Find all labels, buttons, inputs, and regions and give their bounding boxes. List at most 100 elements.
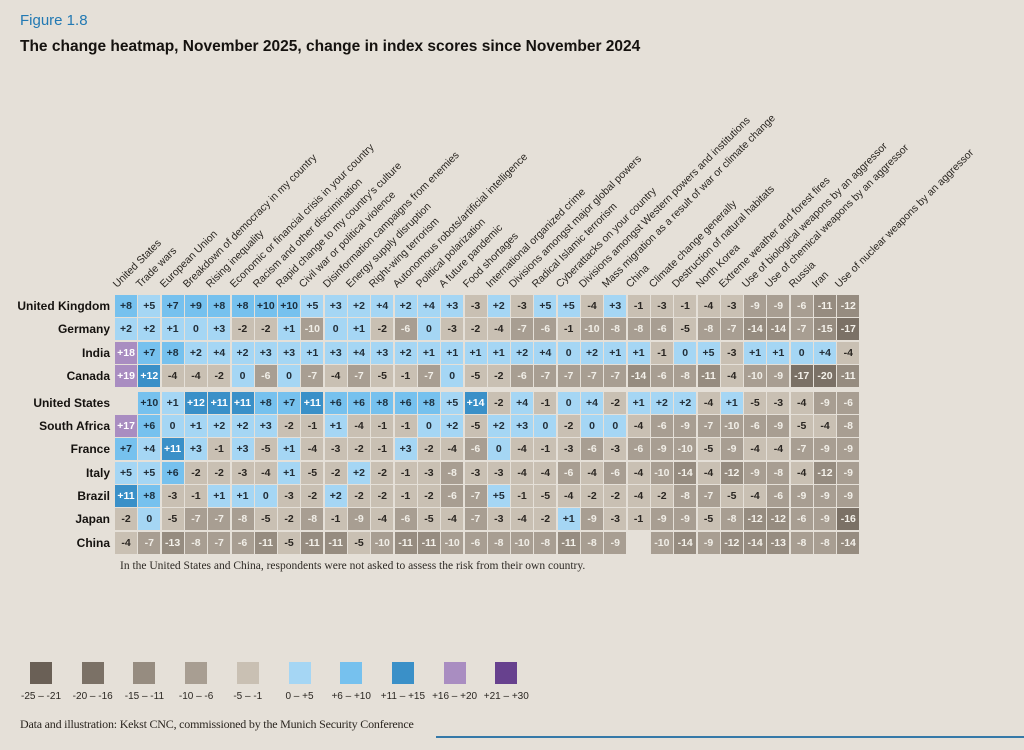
- heatmap-cell: -8: [814, 531, 836, 554]
- heatmap-cell: +5: [534, 295, 557, 317]
- heatmap-cell: -6: [534, 318, 557, 341]
- heatmap-cell: +6: [348, 391, 370, 414]
- heatmap-cell: -6: [254, 364, 277, 387]
- heatmap-cell: -9: [720, 438, 743, 461]
- heatmap-cell: +19: [115, 364, 137, 387]
- heatmap-cell: -7: [208, 531, 231, 554]
- heatmap-cell: -5: [254, 438, 277, 461]
- heatmap-cell: -9: [837, 438, 860, 461]
- heatmap-cell: -5: [278, 531, 301, 554]
- heatmap-cell: -2: [184, 461, 207, 484]
- heatmap-cell: -13: [161, 531, 184, 554]
- heatmap-cell: -8: [301, 508, 324, 531]
- heatmap-cell: -9: [604, 531, 627, 554]
- heatmap-cell: -4: [254, 461, 277, 484]
- heatmap-cell: +4: [371, 295, 394, 317]
- heatmap-cell: -7: [464, 484, 487, 507]
- heatmap-cell: -2: [278, 415, 301, 437]
- heatmap-cell: +1: [441, 341, 464, 364]
- heatmap-cell: -1: [371, 415, 394, 437]
- heatmap-cell: -5: [301, 461, 324, 484]
- heatmap-cell: -6: [581, 438, 603, 461]
- heatmap-cell: -2: [534, 508, 557, 531]
- legend-range-label: -20 – -16: [72, 691, 113, 702]
- heatmap-cell: +2: [231, 341, 254, 364]
- heatmap-cell: 0: [534, 415, 557, 437]
- heatmap-cell: -9: [814, 438, 836, 461]
- heatmap-cell: -14: [744, 318, 767, 341]
- heatmap-cell: -12: [720, 531, 743, 554]
- heatmap-cell: -3: [604, 508, 627, 531]
- heatmap-cell: -9: [767, 364, 790, 387]
- heatmap-cell: -13: [767, 531, 790, 554]
- heatmap-cell: -16: [837, 508, 860, 531]
- heatmap-cell: 0: [231, 364, 254, 387]
- legend-range-label: +11 – +15: [380, 691, 426, 702]
- heatmap-cell: +3: [441, 295, 464, 317]
- legend-range-label: 0 – +5: [285, 691, 314, 702]
- heatmap-cell: -5: [417, 508, 440, 531]
- heatmap-cell: -7: [301, 364, 324, 387]
- heatmap-cell: -2: [487, 364, 510, 387]
- heatmap-cell: 0: [557, 391, 580, 414]
- heatmap-cell: -7: [720, 318, 743, 341]
- heatmap-cell: -8: [534, 531, 557, 554]
- heatmap-cell: 0: [790, 341, 813, 364]
- heatmap-cell: -14: [627, 364, 650, 387]
- heatmap-cell: -2: [348, 438, 370, 461]
- heatmap-cell: 0: [604, 415, 627, 437]
- heatmap-cell: -5: [371, 364, 394, 387]
- legend-swatch: [340, 662, 363, 684]
- heatmap-cell: -4: [744, 484, 767, 507]
- heatmap-cell: +3: [231, 438, 254, 461]
- heatmap-cell: +4: [208, 341, 231, 364]
- heatmap-cell: +4: [417, 295, 440, 317]
- heatmap-cell: -1: [394, 364, 417, 387]
- heatmap-cell: -2: [650, 484, 673, 507]
- heatmap-cell: -4: [534, 461, 557, 484]
- heatmap-cell: -3: [464, 295, 487, 317]
- legend-swatch: [30, 662, 52, 684]
- heatmap-cell: -6: [837, 391, 860, 414]
- heatmap-cell: +2: [650, 391, 673, 414]
- heatmap-cell: 0: [184, 318, 207, 341]
- heatmap-cell: -11: [417, 531, 440, 554]
- heatmap-cell: -7: [581, 364, 603, 387]
- heatmap-cell: -8: [767, 461, 790, 484]
- heatmap-cell: -17: [837, 318, 860, 341]
- heatmap-cell: -9: [348, 508, 370, 531]
- heatmap-cell: -3: [417, 461, 440, 484]
- heatmap-cell: +4: [348, 341, 370, 364]
- heatmap-cell: +6: [394, 391, 417, 414]
- heatmap-cell: -2: [417, 438, 440, 461]
- heatmap-cell: +2: [208, 415, 231, 437]
- heatmap-cell: -4: [720, 364, 743, 387]
- heatmap-cell: -15: [814, 318, 836, 341]
- heatmap-cell: -9: [744, 461, 767, 484]
- heatmap-cell: +2: [394, 341, 417, 364]
- legend-swatch: [236, 662, 259, 684]
- heatmap-cell: -5: [534, 484, 557, 507]
- heatmap-cell: +1: [627, 341, 650, 364]
- heatmap-cell: +3: [371, 341, 394, 364]
- heatmap-cell: -7: [184, 508, 207, 531]
- heatmap-cell: -1: [208, 438, 231, 461]
- heatmap-cell: -4: [348, 415, 370, 437]
- heatmap-cell: +8: [115, 295, 137, 317]
- heatmap-cell: -9: [814, 391, 836, 414]
- heatmap-cell: -3: [767, 391, 790, 414]
- heatmap-cell: -14: [674, 461, 697, 484]
- heatmap-cell: -2: [604, 484, 627, 507]
- heatmap-cell: +3: [254, 415, 277, 437]
- legend-swatch: [391, 662, 414, 684]
- heatmap-cell: +1: [278, 438, 301, 461]
- heatmap-cell: -7: [697, 415, 720, 437]
- heatmap-cell: -14: [674, 531, 697, 554]
- heatmap-cell: -6: [394, 508, 417, 531]
- legend-range-label: +6 – +10: [331, 691, 371, 702]
- legend-swatch: [81, 662, 104, 684]
- heatmap-cell: -2: [371, 318, 394, 341]
- heatmap-cell: +1: [231, 484, 254, 507]
- heatmap-cell: -9: [674, 415, 697, 437]
- heatmap-cell: +7: [115, 438, 137, 461]
